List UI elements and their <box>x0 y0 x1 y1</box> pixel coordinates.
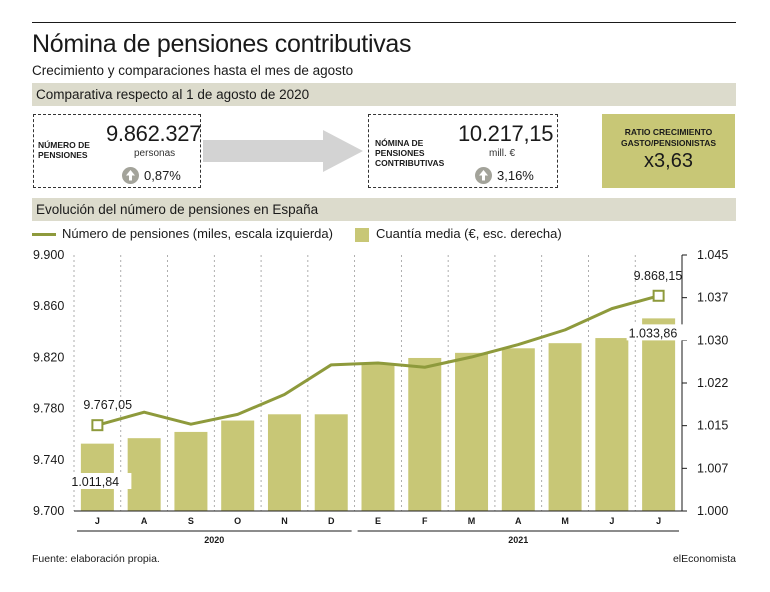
bar-9 <box>501 348 535 511</box>
y-right-tick-5: 1.007 <box>697 461 728 475</box>
y-left-tick-3: 9.780 <box>33 402 64 416</box>
x-tick-1: A <box>141 516 148 526</box>
page-subtitle: Crecimiento y comparaciones hasta el mes… <box>32 63 354 78</box>
bar-4 <box>267 414 301 511</box>
bar-6 <box>361 363 395 511</box>
x-tick-12: J <box>656 516 661 526</box>
ratio-label: RATIO CRECIMIENTO GASTO/PENSIONISTAS <box>602 127 735 149</box>
y-right-tick-3: 1.022 <box>697 376 728 390</box>
x-tick-11: J <box>609 516 614 526</box>
ratio-value: x3,63 <box>644 150 693 172</box>
card-label-line1: NÓMINA DE <box>375 138 424 148</box>
section-band-evolucion: Evolución del número de pensiones en Esp… <box>32 198 736 221</box>
card-change: 0,87% <box>144 168 181 183</box>
bar-3 <box>221 420 255 511</box>
year-label-0: 2020 <box>204 535 224 545</box>
card-change: 3,16% <box>497 168 534 183</box>
legend-bar-label: Cuantía media (€, esc. derecha) <box>376 226 562 241</box>
card-unit: mill. € <box>489 148 516 159</box>
x-tick-7: F <box>422 516 428 526</box>
x-tick-9: A <box>515 516 522 526</box>
x-tick-2: S <box>188 516 194 526</box>
y-right-tick-2: 1.030 <box>697 333 728 347</box>
y-right-tick-6: 1.000 <box>697 504 728 518</box>
bar-10 <box>548 343 582 511</box>
y-left-tick-5: 9.700 <box>33 504 64 518</box>
bar-label-0: 1.011,84 <box>71 475 119 489</box>
y-right-tick-1: 1.037 <box>697 291 728 305</box>
source-note: Fuente: elaboración propia. <box>32 553 160 565</box>
bar-label-12: 1.033,86 <box>629 326 678 340</box>
arrow-up-circle-icon <box>475 167 492 184</box>
ratio-label-line1: RATIO CRECIMIENTO <box>624 127 713 137</box>
x-tick-10: M <box>561 516 569 526</box>
card-nomina-pensiones: NÓMINA DE PENSIONES CONTRIBUTIVAS 10.217… <box>368 114 558 188</box>
x-tick-5: D <box>328 516 335 526</box>
y-right-tick-0: 1.045 <box>697 248 728 262</box>
bar-1 <box>127 438 161 511</box>
card-numero-pensiones: NÚMERO DE PENSIONES 9.862.327 personas 0… <box>33 114 201 188</box>
top-rule <box>32 22 736 23</box>
legend-line-swatch <box>32 233 56 236</box>
brand-logo-text: elEconomista <box>672 553 736 565</box>
year-label-1: 2021 <box>508 535 528 545</box>
line-label-12: 9.868,15 <box>634 269 683 283</box>
bar-2 <box>174 431 208 511</box>
x-tick-8: M <box>468 516 476 526</box>
y-left-tick-2: 9.820 <box>33 350 64 364</box>
page-title: Nómina de pensiones contributivas <box>32 30 412 58</box>
legend-line-label: Número de pensiones (miles, escala izqui… <box>62 226 333 241</box>
line-marker-0 <box>91 419 104 432</box>
x-tick-0: J <box>95 516 100 526</box>
bar-label-bg-12 <box>626 324 689 341</box>
bar-5 <box>314 414 348 511</box>
card-label-line2: PENSIONES <box>38 150 88 160</box>
y-left-tick-1: 9.860 <box>33 299 64 313</box>
bar-8 <box>455 352 489 511</box>
x-tick-6: E <box>375 516 381 526</box>
x-tick-3: O <box>234 516 241 526</box>
bar-11 <box>595 338 629 511</box>
y-left-tick-0: 9.900 <box>33 248 64 262</box>
line-marker-12 <box>652 289 665 302</box>
card-value: 10.217,15 <box>458 121 554 146</box>
card-label-line2: PENSIONES <box>375 148 425 158</box>
ratio-label-line2: GASTO/PENSIONISTAS <box>620 138 717 148</box>
bar-12 <box>642 318 676 511</box>
arrow-up-circle-icon <box>122 167 139 184</box>
card-label-line1: NÚMERO DE <box>38 140 90 150</box>
x-tick-4: N <box>281 516 288 526</box>
y-left-tick-4: 9.740 <box>33 453 64 467</box>
y-right-tick-4: 1.015 <box>697 419 728 433</box>
card-label-line3: CONTRIBUTIVAS <box>375 158 445 168</box>
legend-bar-swatch <box>355 228 369 242</box>
comparison-arrow-icon <box>203 130 363 172</box>
bar-label-bg-0 <box>69 473 132 489</box>
ratio-box: RATIO CRECIMIENTO GASTO/PENSIONISTAS x3,… <box>602 114 735 188</box>
bar-7 <box>408 357 442 511</box>
line-label-0: 9.767,05 <box>83 398 132 412</box>
section-band-comparativa: Comparativa respecto al 1 de agosto de 2… <box>32 83 736 106</box>
card-unit: personas <box>134 148 176 159</box>
card-value: 9.862.327 <box>106 121 202 146</box>
